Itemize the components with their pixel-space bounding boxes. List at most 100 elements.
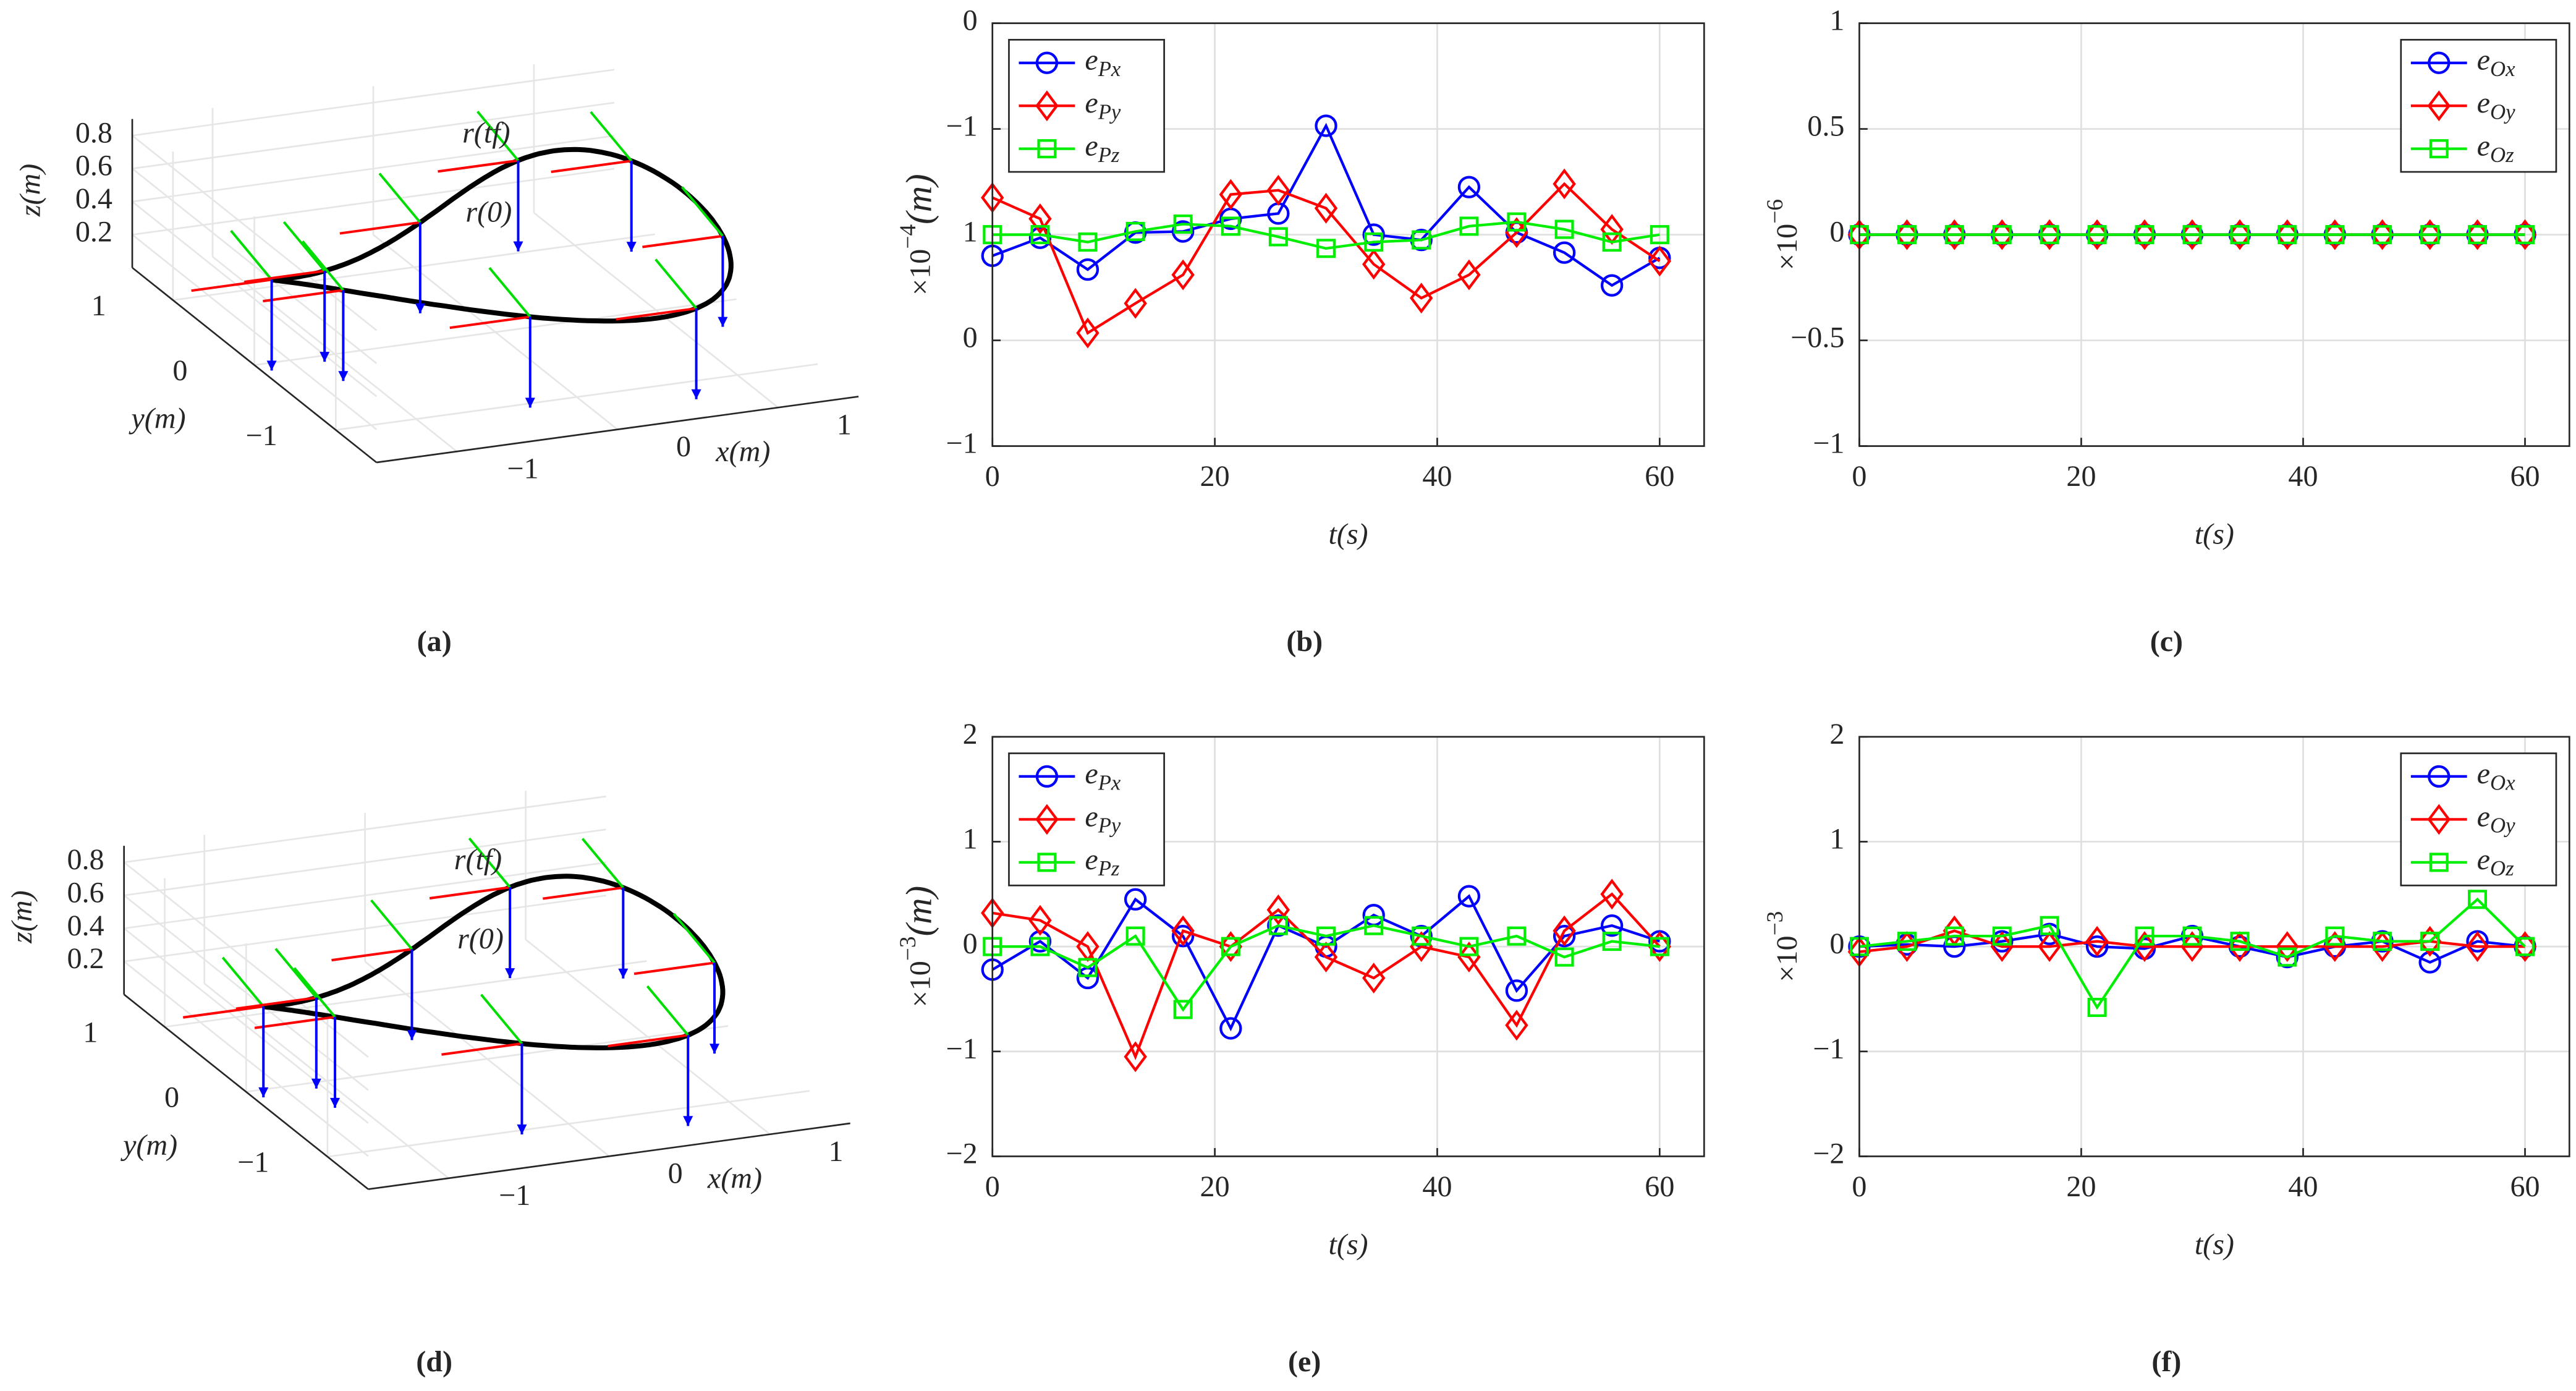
series-line — [1859, 897, 2527, 1010]
x-tick-label: 20 — [2066, 460, 2096, 493]
frame-arrow-y — [590, 111, 633, 162]
y-tick-label: −1 — [946, 110, 978, 143]
marker — [1507, 926, 1527, 946]
frame-arrow-x — [244, 270, 325, 283]
arrow-head — [320, 352, 330, 362]
marker — [2428, 51, 2451, 74]
marker — [1459, 937, 1479, 956]
y-tick-label: 1 — [91, 289, 106, 322]
marker — [1171, 220, 1195, 243]
y-tick-label: 0 — [963, 321, 978, 354]
marker — [2040, 225, 2059, 245]
arrow-head — [415, 303, 425, 313]
marker — [2135, 225, 2154, 245]
frame-arrow-y — [378, 172, 422, 224]
y-tick-label: 0 — [164, 1081, 179, 1113]
marker — [1314, 942, 1338, 973]
y-tick-label: 0.5 — [1807, 110, 1844, 143]
marker — [1035, 51, 1059, 74]
marker — [1990, 931, 2014, 963]
x-tick-label: 60 — [1645, 460, 1674, 493]
legend-label: eOy — [2477, 87, 2515, 124]
y-tick-label: −1 — [946, 1032, 978, 1065]
z-tick-label: 0.2 — [75, 216, 112, 249]
y-tick-label: 2 — [1829, 718, 1844, 751]
z-tick-label: 0.8 — [67, 843, 104, 876]
x-tick-label: 20 — [1200, 1170, 1230, 1203]
arrow-head — [338, 371, 349, 381]
marker — [1037, 139, 1057, 159]
marker — [1650, 225, 1669, 245]
wall-grid — [132, 201, 378, 398]
marker — [1028, 226, 1052, 249]
y-axis-label-base: ×10 — [1771, 224, 1803, 270]
marker — [1267, 914, 1290, 937]
legend-label: eOz — [2477, 130, 2514, 167]
marker — [1124, 1041, 1147, 1073]
y-axis-label-unit: (m) — [899, 174, 939, 224]
panel-caption: (b) — [1286, 625, 1323, 658]
arrow-head — [618, 968, 629, 979]
marker — [1457, 885, 1481, 908]
wall-grid — [123, 861, 369, 1058]
frame-arrow-x — [633, 961, 715, 976]
marker — [1030, 225, 1050, 245]
marker — [2277, 947, 2297, 967]
panel-caption: (f) — [2151, 1345, 2181, 1378]
frame-arrow-y — [221, 956, 265, 1008]
marker — [1897, 225, 1917, 245]
annotation: r(0) — [457, 922, 504, 955]
frame-arrow-x — [543, 886, 624, 900]
wall-grid — [124, 795, 606, 864]
y-tick-label: −1 — [946, 427, 978, 460]
frame-arrow-x — [429, 886, 511, 900]
y-tick-label: 0 — [963, 927, 978, 960]
marker — [1410, 283, 1433, 314]
frame-arrow-y — [274, 948, 318, 999]
marker — [1650, 937, 1669, 956]
marker — [2427, 804, 2451, 835]
frame-arrow-y — [477, 111, 520, 161]
marker — [2182, 225, 2202, 245]
y-axis-label-base: ×10 — [1771, 935, 1803, 982]
marker — [1648, 931, 1672, 963]
marker — [1078, 232, 1098, 252]
y-tick-label: −0.5 — [1790, 321, 1844, 354]
y-axis-label: ×10−3 — [1762, 911, 1803, 982]
arrow-head — [311, 1078, 321, 1089]
frame-arrow-x — [331, 948, 412, 962]
marker — [1457, 176, 1481, 198]
series-line — [992, 220, 1660, 250]
arrow-head — [525, 398, 535, 408]
floor-grid — [172, 233, 655, 301]
marker — [2429, 853, 2449, 872]
z-tick-label: 0.4 — [67, 909, 104, 942]
arrow-head — [505, 968, 515, 979]
arrow-head — [330, 1097, 341, 1108]
wall-grid — [124, 828, 606, 896]
marker — [2515, 937, 2535, 956]
axis-line — [132, 266, 378, 464]
y-tick-label: 1 — [963, 216, 978, 249]
marker — [2468, 890, 2487, 909]
marker — [1037, 853, 1057, 872]
marker — [1600, 878, 1624, 910]
frame-arrow-x — [551, 160, 632, 173]
marker — [2085, 219, 2109, 250]
marker — [1553, 241, 1576, 264]
frame-arrow-y — [488, 266, 532, 318]
frame-arrow-x — [438, 159, 519, 173]
marker — [1944, 225, 1964, 245]
frame-arrow-x — [449, 315, 531, 330]
z-tick-label: 0.8 — [75, 116, 112, 149]
axis-line — [376, 396, 859, 464]
marker — [1507, 212, 1527, 232]
marker — [1990, 219, 2014, 250]
marker — [1457, 259, 1481, 291]
marker — [2133, 219, 2156, 250]
marker — [1943, 219, 1966, 250]
z-tick-label: 0.6 — [75, 150, 112, 182]
frame-arrow-x — [254, 1015, 336, 1029]
